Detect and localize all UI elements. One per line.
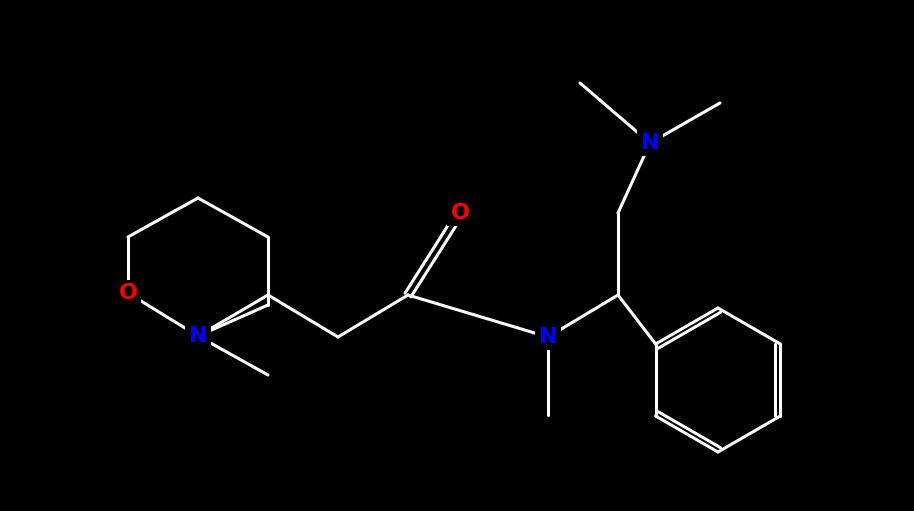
Text: O: O (119, 283, 137, 303)
Text: O: O (451, 203, 470, 223)
Text: N: N (538, 327, 558, 347)
Text: N: N (189, 326, 207, 346)
Text: N: N (641, 133, 659, 153)
